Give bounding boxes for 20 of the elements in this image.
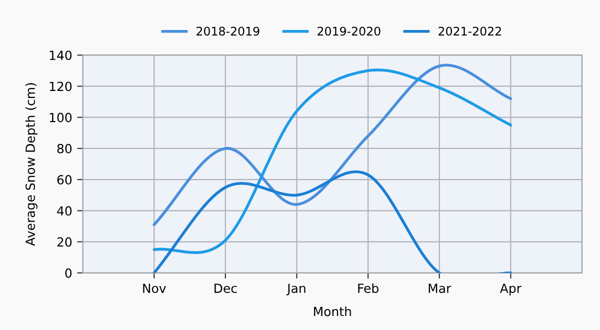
x-tick-label: Apr (500, 284, 522, 296)
y-tick-label: 0 (65, 268, 72, 278)
y-tick-label: 100 (50, 112, 72, 122)
y-tick-label: 40 (57, 206, 72, 216)
x-tick-label: Dec (214, 284, 237, 293)
x-tick-label: Feb (358, 283, 378, 293)
legend-label: 2019-2020 (318, 26, 380, 36)
legend-label: 2021-2022 (438, 26, 501, 36)
y-tick-label: 20 (57, 237, 72, 247)
x-tick-label: Nov (143, 284, 166, 293)
y-tick-label: 80 (57, 144, 72, 154)
y-tick-label: 140 (50, 50, 72, 60)
y-tick-label: 120 (50, 82, 72, 92)
legend-label: 2018-2019 (196, 26, 260, 36)
line-series (152, 64, 512, 226)
x-tick-label: Jan (286, 284, 306, 296)
y-tick-label: 60 (57, 175, 72, 184)
x-axis-title: Month (314, 306, 351, 316)
y-axis-title: Average Snow Depth (cm) (25, 83, 38, 246)
x-tick-label: Mar (428, 284, 452, 293)
